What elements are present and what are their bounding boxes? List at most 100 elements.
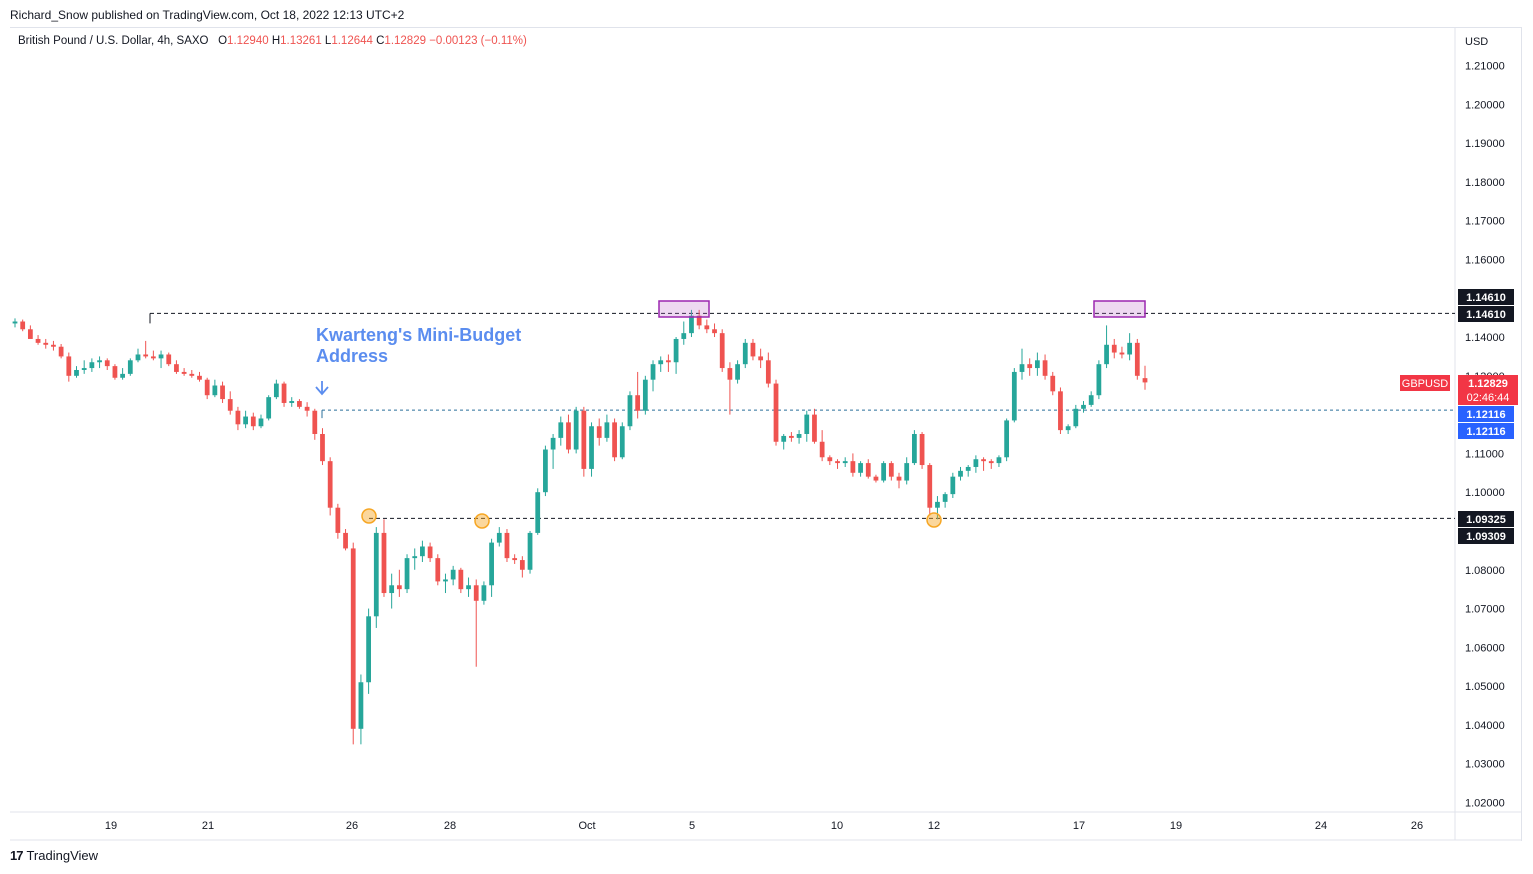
candle-body bbox=[1058, 391, 1063, 431]
y-tick-label: 1.05000 bbox=[1465, 681, 1505, 693]
candle-body bbox=[896, 476, 902, 481]
candle-body bbox=[765, 360, 771, 384]
y-tick-label: 1.11000 bbox=[1465, 448, 1504, 460]
candle-body bbox=[358, 682, 364, 729]
candle-body bbox=[496, 532, 502, 543]
candle-body bbox=[750, 342, 756, 357]
mini-budget-tag-1-bg bbox=[1458, 406, 1514, 422]
candle-body bbox=[427, 546, 433, 559]
candle-body bbox=[1127, 342, 1133, 355]
candle-body bbox=[412, 556, 418, 559]
tradingview-logo-icon: 17 bbox=[10, 848, 24, 863]
candle-body bbox=[696, 315, 702, 326]
mini-budget-tag-2-bg bbox=[1458, 423, 1514, 439]
y-tick-label: 1.10000 bbox=[1465, 487, 1505, 499]
x-tick-label: 12 bbox=[928, 820, 940, 832]
candle-body bbox=[558, 422, 564, 438]
candle-body bbox=[950, 476, 956, 495]
y-tick-label: 1.20000 bbox=[1465, 99, 1505, 111]
resistance-box-2 bbox=[1093, 300, 1146, 318]
resistance-box-1 bbox=[658, 300, 710, 318]
candle-body bbox=[466, 585, 471, 590]
candle-body bbox=[819, 441, 825, 458]
tradingview-footer[interactable]: 17 TradingView bbox=[10, 848, 98, 863]
candle-body bbox=[443, 579, 448, 582]
candle-body bbox=[873, 476, 879, 481]
publisher-byline: Richard_Snow published on TradingView.co… bbox=[10, 8, 405, 22]
annotation-line-1: Kwarteng's Mini-Budget bbox=[316, 325, 522, 345]
candle-body bbox=[51, 344, 56, 347]
x-tick-label: 17 bbox=[1073, 820, 1085, 832]
y-tick-label: 1.16000 bbox=[1465, 254, 1505, 266]
candle-body bbox=[1027, 364, 1033, 369]
candle-body bbox=[396, 585, 402, 590]
y-tick-label: 1.03000 bbox=[1465, 759, 1505, 771]
candle-body bbox=[581, 410, 587, 469]
y-tick-label: 1.04000 bbox=[1465, 720, 1505, 732]
candle-body bbox=[489, 542, 494, 586]
candle-body bbox=[981, 459, 986, 462]
candle-body bbox=[619, 426, 625, 458]
symbol-name[interactable]: British Pound / U.S. Dollar, 4h, SAXO bbox=[18, 35, 209, 47]
candle-body bbox=[650, 364, 656, 380]
candle-body bbox=[366, 616, 371, 683]
candle-body bbox=[335, 507, 341, 533]
mini-budget-tag-2: 1.12116 bbox=[1466, 426, 1505, 438]
candle-body bbox=[850, 461, 856, 473]
y-tick-label: 1.19000 bbox=[1465, 138, 1505, 150]
candle-body bbox=[1019, 364, 1025, 372]
candle-body bbox=[166, 354, 172, 365]
support-touch-circle bbox=[926, 512, 942, 528]
candle-body bbox=[1034, 360, 1040, 369]
candle-body bbox=[789, 435, 794, 438]
candle-body bbox=[112, 366, 118, 378]
candle-body bbox=[543, 449, 548, 493]
chart-frame bbox=[10, 27, 1522, 841]
candle-body bbox=[773, 383, 779, 442]
x-tick-label: 10 bbox=[831, 820, 843, 832]
x-tick-label: Oct bbox=[578, 820, 595, 832]
candle-body bbox=[804, 414, 810, 434]
candle-body bbox=[27, 329, 33, 339]
x-tick-label: 24 bbox=[1315, 820, 1327, 832]
y-tick-label: 1.17000 bbox=[1465, 216, 1505, 228]
mini-budget-tag-1: 1.12116 bbox=[1466, 409, 1505, 421]
y-tick-label: 1.14000 bbox=[1465, 332, 1505, 344]
candle-body bbox=[481, 585, 487, 601]
candle-body bbox=[297, 401, 302, 407]
high-label: H bbox=[271, 35, 281, 47]
candle-body bbox=[566, 422, 571, 450]
candle-body bbox=[666, 360, 671, 363]
candle-body bbox=[758, 356, 764, 361]
candle-body bbox=[835, 461, 840, 464]
candle-body bbox=[1081, 404, 1086, 409]
candle-body bbox=[189, 373, 195, 376]
support-tag-1-bg bbox=[1458, 511, 1514, 527]
candle-body bbox=[658, 360, 664, 365]
x-tick-label: 26 bbox=[346, 820, 358, 832]
candle-body bbox=[150, 356, 156, 359]
candle-body bbox=[1119, 352, 1125, 355]
candle-body bbox=[673, 338, 679, 363]
candle-body bbox=[635, 395, 641, 411]
candle-body bbox=[1042, 360, 1048, 376]
currency-label: USD bbox=[1465, 36, 1488, 48]
candle-body bbox=[127, 360, 133, 374]
candle-body bbox=[43, 342, 49, 345]
last-price-tag: 1.12829 bbox=[1468, 378, 1508, 390]
candle-body bbox=[742, 342, 748, 365]
y-tick-label: 1.06000 bbox=[1465, 642, 1505, 654]
candle-body bbox=[243, 416, 248, 425]
y-tick-label: 1.21000 bbox=[1465, 61, 1505, 73]
candle-body bbox=[973, 459, 979, 467]
candle-body bbox=[197, 375, 202, 380]
candle-body bbox=[327, 461, 333, 508]
candle-body bbox=[1104, 344, 1109, 365]
candle-body bbox=[589, 426, 594, 469]
resistance-tag-2: 1.14610 bbox=[1466, 309, 1506, 321]
candle-body bbox=[273, 383, 279, 398]
y-tick-label: 1.08000 bbox=[1465, 565, 1505, 577]
candle-body bbox=[942, 494, 948, 502]
candle-body bbox=[842, 461, 848, 464]
